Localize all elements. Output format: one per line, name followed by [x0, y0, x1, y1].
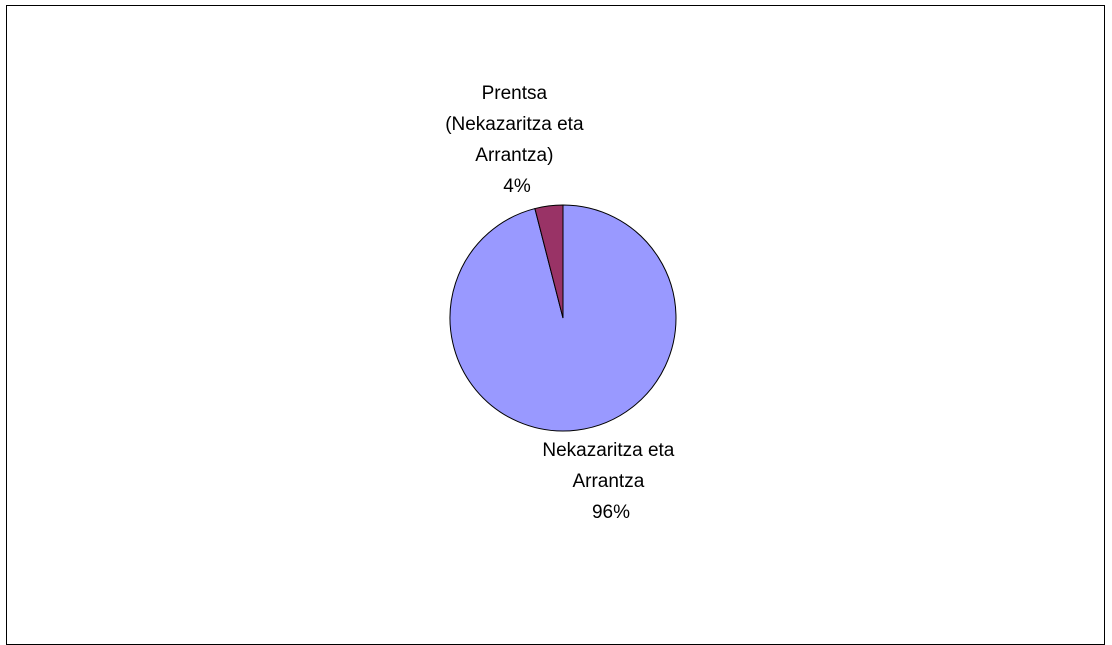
- pie-slice-prentsa: [534, 204, 564, 319]
- pie-chart: Nekazaritza eta Arrantza 96% Prentsa (Ne…: [445, 83, 679, 523]
- slice-label-prentsa: Prentsa (Nekazaritza eta Arrantza) 4%: [445, 83, 589, 197]
- slice-label-nekazaritza: Nekazaritza eta Arrantza 96%: [542, 440, 679, 523]
- pie-slices: [449, 204, 677, 432]
